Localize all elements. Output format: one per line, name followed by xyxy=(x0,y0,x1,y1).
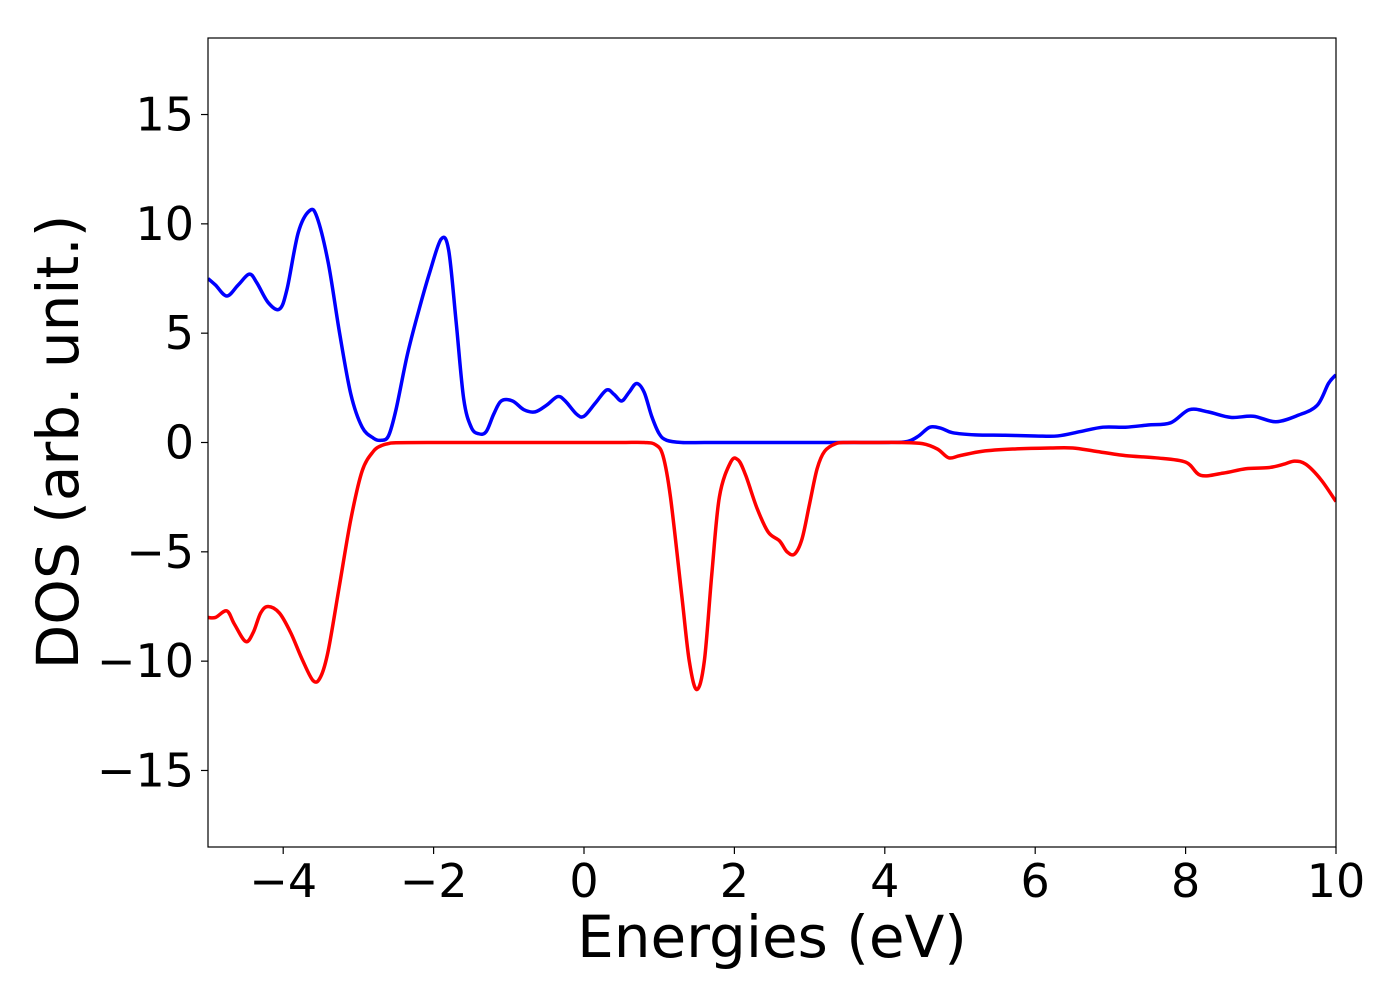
x-tick-label: 10 xyxy=(1307,854,1366,908)
y-axis-ticks: −15 −10 −5 0 5 10 15 xyxy=(97,88,208,797)
series-lines xyxy=(208,207,1336,692)
y-tick-label: 10 xyxy=(135,197,194,251)
y-axis-label: DOS (arb. unit.) xyxy=(24,215,92,670)
y-tick-label: −15 xyxy=(97,743,194,797)
x-tick-label: 6 xyxy=(1021,854,1050,908)
x-axis-ticks: −4 −2 0 2 4 6 8 10 xyxy=(249,847,1365,908)
y-tick-label: 15 xyxy=(135,88,194,142)
series-line-blue xyxy=(208,207,1336,445)
y-tick-label: −5 xyxy=(126,525,194,579)
x-tick-label: −4 xyxy=(249,854,317,908)
x-axis-label: Energies (eV) xyxy=(577,903,967,971)
plot-frame xyxy=(207,37,1337,848)
x-tick-label: 4 xyxy=(870,854,899,908)
y-tick-label: 5 xyxy=(165,306,194,360)
x-tick-label: −2 xyxy=(400,854,468,908)
x-tick-label: 2 xyxy=(720,854,749,908)
series-line-red xyxy=(208,440,1336,692)
y-tick-label: 0 xyxy=(165,416,194,470)
x-tick-label: 8 xyxy=(1171,854,1200,908)
y-tick-label: −10 xyxy=(97,634,194,688)
x-tick-label: 0 xyxy=(569,854,598,908)
